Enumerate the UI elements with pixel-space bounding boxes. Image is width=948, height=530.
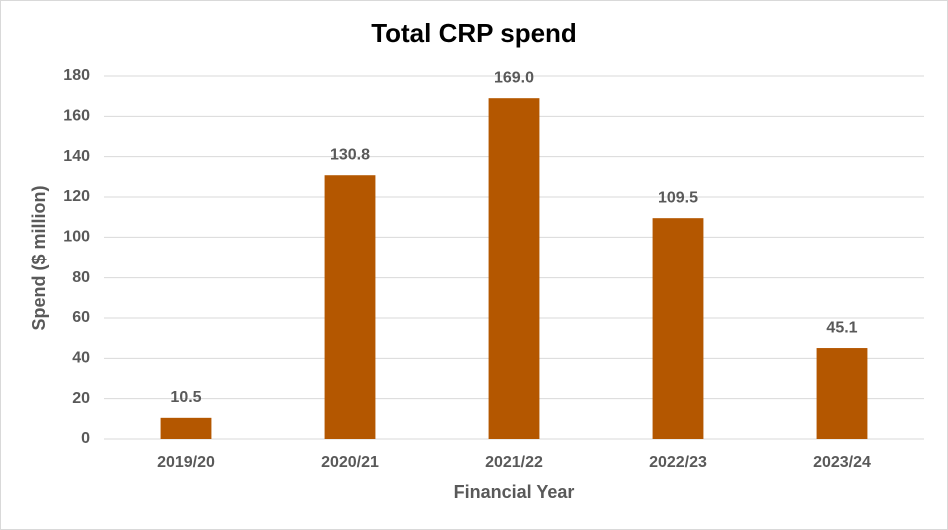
y-tick-label: 20 [72,390,90,407]
y-tick-label: 60 [72,309,90,326]
y-tick-label: 160 [63,108,90,125]
x-tick-label: 2020/21 [321,454,379,471]
data-label: 45.1 [826,319,857,336]
x-tick-label: 2023/24 [813,454,871,471]
y-tick-label: 100 [63,229,90,246]
bar [652,218,704,439]
data-label: 10.5 [170,389,201,406]
x-tick-label: 2022/23 [649,454,707,471]
bar [160,417,212,439]
bar [488,98,540,439]
x-tick-label: 2021/22 [485,454,543,471]
data-label: 169.0 [494,69,534,86]
bar [816,348,868,439]
data-label: 130.8 [330,146,370,163]
y-tick-label: 180 [63,67,90,84]
x-axis-title: Financial Year [454,482,575,502]
y-tick-label: 80 [72,269,90,286]
y-tick-label: 120 [63,188,90,205]
bar [324,175,376,439]
y-tick-label: 0 [81,430,90,447]
y-axis-title: Spend ($ million) [29,185,49,330]
y-tick-label: 140 [63,148,90,165]
chart-title: Total CRP spend [371,18,577,48]
data-label: 109.5 [658,189,698,206]
y-tick-label: 40 [72,350,90,367]
x-tick-label: 2019/20 [157,454,215,471]
